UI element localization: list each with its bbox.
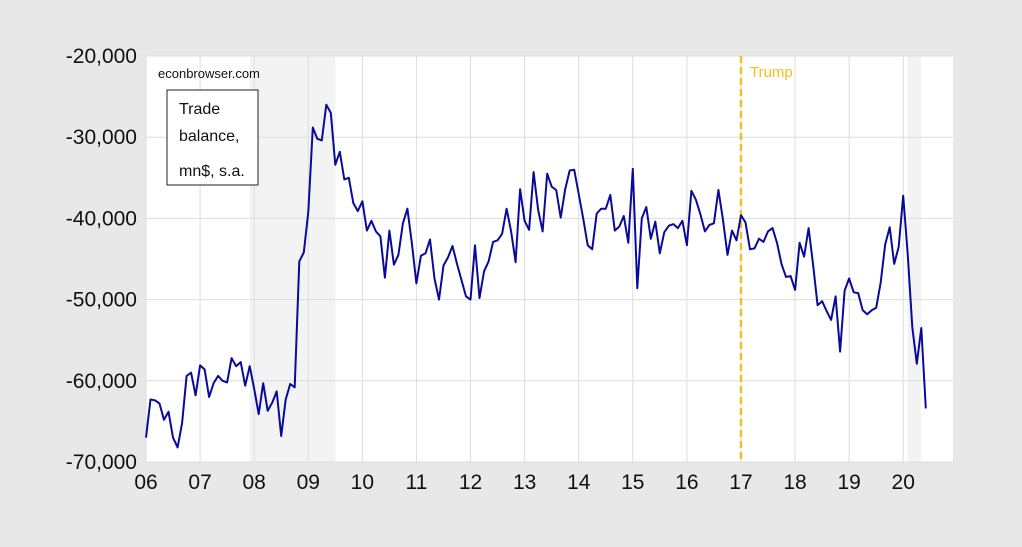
y-tick-label: -30,000 [66, 126, 137, 149]
source-note: econbrowser.com [158, 66, 260, 81]
x-tick-label: 10 [351, 471, 374, 494]
y-tick-label: -60,000 [66, 370, 137, 393]
x-tick-label: 18 [783, 471, 806, 494]
x-tick-label: 17 [729, 471, 752, 494]
y-tick-label: -40,000 [66, 207, 137, 230]
x-tick-label: 11 [406, 471, 428, 494]
x-tick-label: 12 [459, 471, 482, 494]
x-tick-label: 16 [675, 471, 698, 494]
trade-balance-line [145, 103, 927, 449]
x-tick-label: 19 [837, 471, 860, 494]
x-tick-label: 20 [892, 471, 915, 494]
x-tick-label: 15 [621, 471, 644, 494]
x-tick-label: 08 [242, 471, 265, 494]
y-axis-ticks: -20,000 -30,000 -40,000 -50,000 -60,000 -70,0… [66, 45, 137, 474]
recession-band-1 [907, 56, 922, 462]
legend-box-frame [166, 89, 259, 186]
trump-label: Trump [750, 64, 793, 81]
legend-line-1: Trade [179, 101, 220, 118]
y-tick-label: -50,000 [66, 289, 137, 312]
recession-band-0 [249, 56, 336, 462]
legend-box: Trade balance, mn$, s.a. [166, 89, 259, 186]
x-tick-label: 06 [134, 471, 157, 494]
legend-line-2: balance, [179, 128, 240, 145]
trump-marker: Trump [739, 56, 793, 462]
x-tick-label: 09 [297, 471, 320, 494]
x-tick-label: 14 [567, 471, 591, 494]
y-tick-label: -20,000 [66, 45, 137, 68]
legend-line-3: mn$, s.a. [179, 163, 245, 180]
series-layer [145, 103, 927, 449]
gridlines [145, 55, 953, 463]
y-tick-label: -70,000 [66, 451, 137, 474]
x-axis-ticks: 06 07 08 09 10 11 12 13 14 15 16 17 18 19 20 [134, 471, 915, 494]
x-tick-label: 07 [188, 471, 211, 494]
x-tick-label: 13 [513, 471, 536, 494]
